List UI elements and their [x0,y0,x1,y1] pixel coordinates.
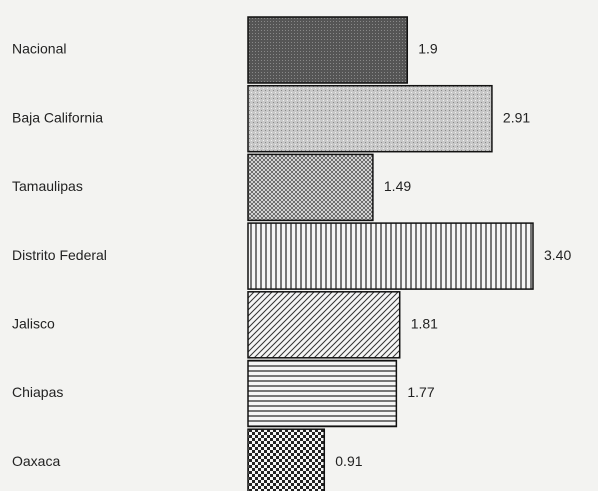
bar [247,222,534,290]
category-label: Baja California [12,109,103,125]
value-label: 1.77 [407,384,434,400]
bar [247,291,401,359]
bar [247,428,326,491]
category-label: Jalisco [12,316,55,332]
value-label: 1.9 [418,41,438,57]
bar [247,16,409,84]
value-label: 3.40 [544,247,571,263]
value-label: 1.81 [411,316,438,332]
category-label: Nacional [12,41,66,57]
category-label: Tamaulipas [12,178,83,194]
value-label: 2.91 [503,109,530,125]
value-label: 0.91 [335,453,362,469]
bar [247,84,493,153]
bar [247,153,374,222]
category-label: Distrito Federal [12,247,107,263]
category-label: Oaxaca [12,453,60,469]
bar [247,359,398,428]
value-label: 1.49 [384,178,411,194]
category-label: Chiapas [12,384,63,400]
